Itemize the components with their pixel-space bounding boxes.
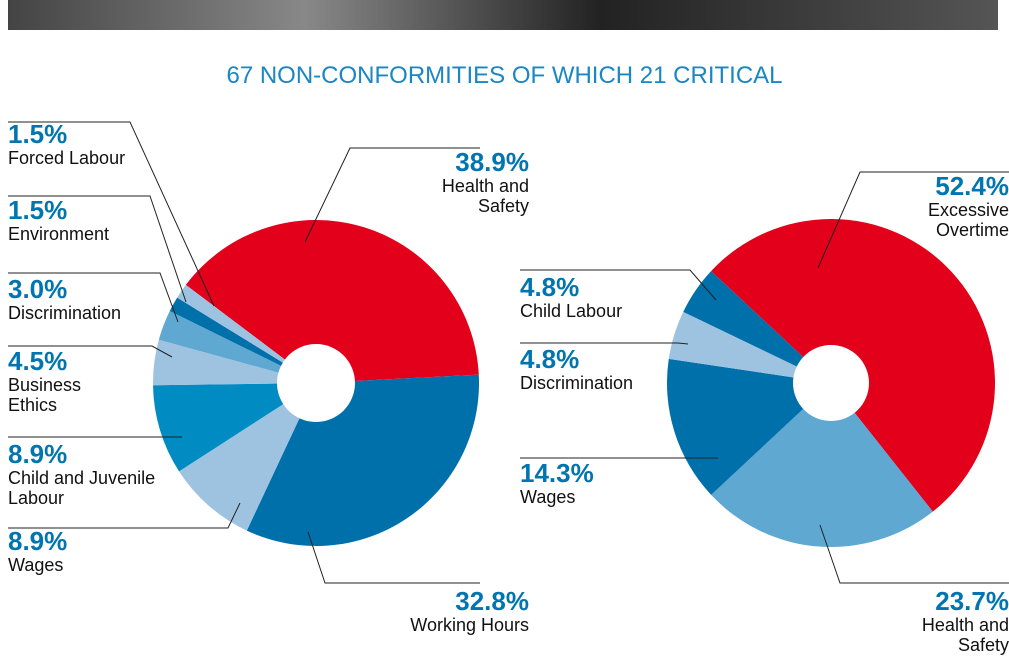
leader-line: [8, 345, 173, 358]
slice-label: 1.5% Environment: [8, 196, 208, 244]
slice-label: 14.3% Wages: [520, 459, 720, 507]
category-label: Child and Juvenile Labour: [8, 468, 156, 508]
leader-line: [8, 272, 179, 323]
pie-slice: [185, 220, 479, 383]
value-label: 4.5%: [8, 346, 68, 376]
pie-slice: [153, 383, 316, 472]
value-label: 4.8%: [520, 344, 580, 374]
category-label: Wages: [520, 487, 576, 507]
category-label: Working Hours: [410, 615, 529, 635]
category-label: Forced Labour: [8, 148, 126, 168]
photo-band: [8, 0, 998, 30]
slice-label: 4.5% Business Ethics: [8, 347, 108, 415]
value-label: 3.0%: [8, 274, 68, 304]
value-label: 32.8%: [455, 586, 529, 616]
leader-line: [520, 269, 717, 301]
slice-label: 52.4% Excessive Overtime: [909, 172, 1009, 240]
pie-slice: [179, 383, 316, 531]
leader-line: [817, 171, 1009, 269]
pie-slice: [683, 271, 831, 383]
leader-line: [819, 524, 1009, 584]
slice-label: 23.7% Health and Safety: [899, 587, 1009, 655]
category-label: Excessive Overtime: [927, 200, 1009, 240]
category-label: Discrimination: [520, 373, 634, 393]
category-label: Environment: [8, 224, 110, 244]
pie-slice: [153, 339, 316, 386]
pie-slice: [711, 383, 933, 547]
value-label: 4.8%: [520, 272, 580, 302]
pie-slice: [158, 311, 316, 383]
value-label: 1.5%: [8, 195, 68, 225]
leader-line: [8, 502, 241, 529]
pie-slice: [169, 297, 316, 383]
slice-label: 4.8% Discrimination: [520, 345, 720, 393]
chart-title: 67 NON-CONFORMITIES OF WHICH 21 CRITICAL: [226, 62, 783, 89]
slice-label: 32.8% Working Hours: [329, 587, 529, 635]
donut-hole: [793, 345, 869, 421]
slice-label: 8.9% Child and Juvenile Labour: [8, 440, 183, 508]
pie-slice: [668, 311, 831, 383]
value-label: 23.7%: [935, 586, 1009, 616]
pie-slice: [666, 358, 831, 495]
donut-hole: [277, 344, 355, 422]
category-label: Discrimination: [8, 303, 122, 323]
value-label: 8.9%: [8, 439, 68, 469]
slice-label: 4.8% Child Labour: [520, 273, 720, 321]
value-label: 38.9%: [455, 147, 529, 177]
slice-label: 3.0% Discrimination: [8, 275, 208, 323]
slice-label: 38.9% Health and Safety: [419, 148, 529, 216]
leader-line: [307, 531, 480, 584]
value-label: 1.5%: [8, 119, 68, 149]
leader-line: [8, 121, 215, 307]
category-label: Health and Safety: [921, 615, 1009, 655]
value-label: 52.4%: [935, 171, 1009, 201]
value-label: 14.3%: [520, 458, 594, 488]
leader-line: [8, 195, 187, 303]
category-label: Child Labour: [520, 301, 623, 321]
value-label: 8.9%: [8, 526, 68, 556]
leader-line: [520, 342, 689, 345]
slice-label: 8.9% Wages: [8, 527, 208, 575]
category-label: Health and Safety: [441, 176, 529, 216]
category-label: Business Ethics: [8, 375, 82, 415]
pie-slice: [177, 284, 316, 383]
category-label: Wages: [8, 555, 64, 575]
slice-label: 1.5% Forced Labour: [8, 120, 208, 168]
leader-line: [304, 147, 480, 243]
